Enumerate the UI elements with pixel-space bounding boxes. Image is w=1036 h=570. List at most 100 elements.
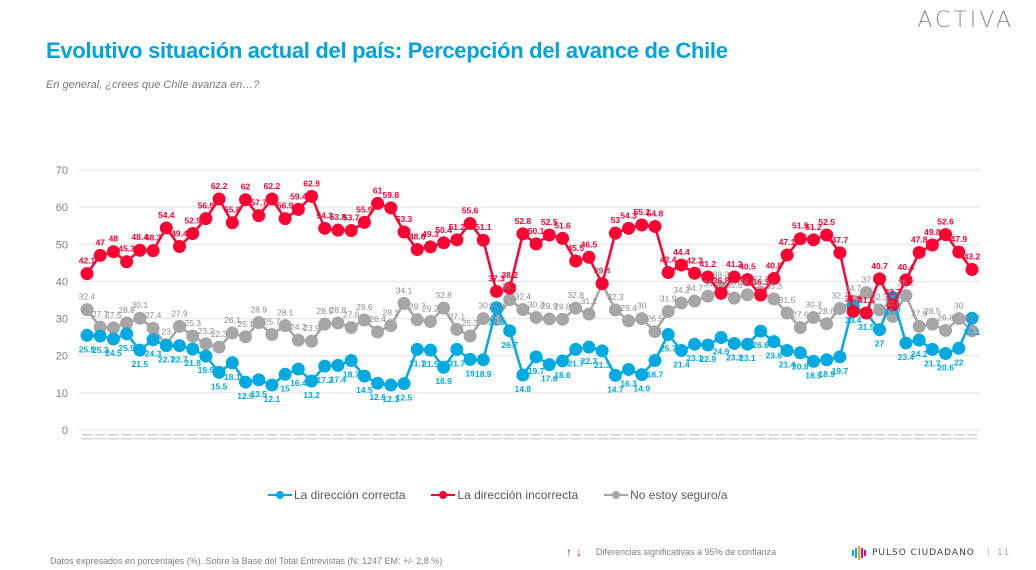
data-label: 21.8 xyxy=(184,358,201,368)
data-point xyxy=(569,254,583,268)
data-label: 26.7 xyxy=(501,340,518,350)
x-tick-label xyxy=(318,438,331,440)
data-label: 34.1 xyxy=(396,285,413,295)
x-tick-label xyxy=(583,434,594,436)
x-tick-label xyxy=(438,434,449,436)
data-label: 16.4 xyxy=(290,378,307,388)
data-label: 28.9 xyxy=(250,305,267,315)
data-point xyxy=(688,337,702,351)
x-tick-label xyxy=(861,434,872,436)
data-point xyxy=(239,375,253,389)
data-point xyxy=(859,286,873,300)
x-tick-label xyxy=(913,438,926,440)
data-label: 30.1 xyxy=(964,327,981,337)
x-tick-label xyxy=(873,438,886,440)
data-label: 12.9 xyxy=(237,391,254,401)
x-tick-label xyxy=(160,438,173,440)
x-tick-label xyxy=(887,434,898,436)
data-label: 32.3 xyxy=(607,292,624,302)
data-label: 32.9 xyxy=(488,317,505,327)
data-label: 52.5 xyxy=(818,217,835,227)
data-label: 14.8 xyxy=(515,384,532,394)
x-tick-label xyxy=(715,438,728,440)
x-tick-label xyxy=(332,434,343,436)
data-point xyxy=(199,212,213,226)
x-tick-label xyxy=(939,438,952,440)
data-label: 21.5 xyxy=(132,359,149,369)
data-label: 48 xyxy=(109,234,119,244)
data-point xyxy=(371,376,385,390)
legend-item-correcta[interactable]: La dirección correcta xyxy=(268,488,405,502)
x-tick-label xyxy=(886,438,899,440)
data-label: 47 xyxy=(95,237,105,247)
data-label: 35.7 xyxy=(884,306,901,316)
x-tick-label xyxy=(161,434,172,436)
data-point xyxy=(503,324,517,338)
data-label: 27.1 xyxy=(449,311,466,321)
data-label: 49.4 xyxy=(171,229,188,239)
x-tick-label xyxy=(649,434,660,436)
data-label: 22.7 xyxy=(158,355,175,365)
legend-item-no-seguro[interactable]: No estoy seguro/a xyxy=(604,488,728,502)
x-tick-label xyxy=(860,438,873,440)
data-label: 23.8 xyxy=(766,351,783,361)
data-point xyxy=(357,215,371,229)
data-point xyxy=(278,212,292,226)
data-point xyxy=(661,266,675,280)
data-point xyxy=(291,333,305,347)
data-point xyxy=(622,314,636,328)
data-label: 22 xyxy=(954,357,964,367)
data-label: 27.7 xyxy=(92,309,109,319)
data-point xyxy=(727,270,741,284)
x-tick-label xyxy=(728,438,741,440)
data-label: 29.4 xyxy=(620,303,637,313)
data-point xyxy=(939,346,953,360)
data-label: 41.2 xyxy=(726,259,743,269)
data-label: 14.7 xyxy=(607,384,624,394)
data-point xyxy=(410,242,424,256)
data-label: 18.7 xyxy=(343,370,360,380)
data-point xyxy=(939,228,953,242)
data-label: 31.5 xyxy=(858,322,875,332)
x-tick-label xyxy=(900,434,911,436)
data-point xyxy=(714,286,728,300)
data-label: 24.2 xyxy=(911,349,928,359)
data-label: 32.8 xyxy=(567,290,584,300)
data-label: 23.1 xyxy=(739,353,756,363)
data-label: 45.3 xyxy=(118,244,135,254)
data-label: 51.2 xyxy=(805,222,822,232)
data-point xyxy=(833,302,847,316)
data-point xyxy=(437,301,451,315)
data-point xyxy=(489,284,503,298)
data-label: 51.2 xyxy=(449,222,466,232)
data-point xyxy=(450,342,464,356)
data-point xyxy=(305,189,319,203)
data-label: 55.8 xyxy=(224,205,241,215)
data-label: 28.1 xyxy=(277,308,294,318)
x-tick-label xyxy=(689,434,700,436)
data-label: 14.5 xyxy=(356,385,373,395)
data-point xyxy=(767,271,781,285)
x-tick-label xyxy=(478,434,489,436)
data-label: 19.7 xyxy=(832,366,849,376)
data-point xyxy=(318,317,332,331)
data-point xyxy=(476,312,490,326)
data-label: 23.3 xyxy=(726,352,743,362)
x-tick-label xyxy=(359,434,370,436)
data-point xyxy=(503,281,517,295)
legend-swatch-icon xyxy=(431,490,456,500)
data-label: 35.3 xyxy=(766,281,783,291)
legend-item-incorrecta[interactable]: La dirección incorrecta xyxy=(431,488,578,502)
data-label: 43.2 xyxy=(964,252,981,262)
x-tick-label xyxy=(820,438,833,440)
data-point xyxy=(225,356,239,370)
data-point xyxy=(318,359,332,373)
activa-logo: ACTIVA xyxy=(917,8,1014,33)
data-label: 15 xyxy=(280,383,290,393)
data-label: 25.1 xyxy=(237,319,254,329)
data-label: 38.3 xyxy=(713,270,730,280)
data-label: 22.9 xyxy=(700,354,717,364)
x-tick-label xyxy=(940,434,951,436)
data-label: 25.7 xyxy=(660,344,677,354)
data-label: 49.3 xyxy=(422,229,439,239)
